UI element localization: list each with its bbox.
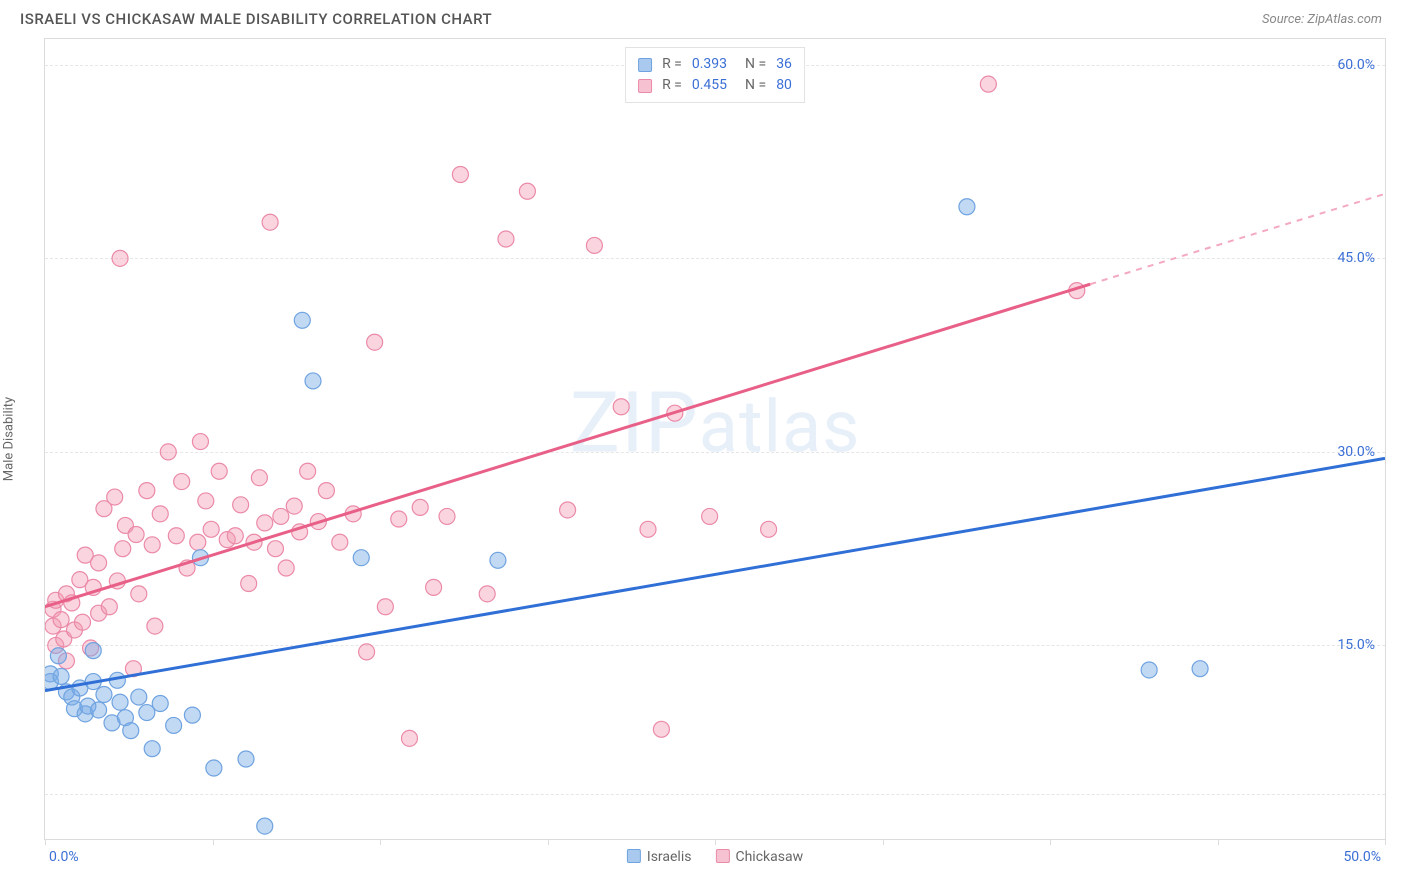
legend-item-chickasaw: Chickasaw: [715, 849, 803, 865]
chart-source: Source: ZipAtlas.com: [1262, 12, 1382, 27]
swatch-israelis: [627, 849, 641, 863]
x-axis-min-label: 0.0%: [49, 849, 79, 865]
scatter-plot: [45, 39, 1385, 839]
chart-container: Male Disability 15.0%30.0%45.0%60.0% ZIP…: [44, 38, 1386, 840]
legend-item-israelis: Israelis: [627, 849, 692, 865]
series-legend: Israelis Chickasaw: [627, 849, 803, 865]
chart-header: ISRAELI VS CHICKASAW MALE DISABILITY COR…: [0, 0, 1406, 34]
chart-title: ISRAELI VS CHICKASAW MALE DISABILITY COR…: [20, 10, 492, 28]
swatch-chickasaw: [715, 849, 729, 863]
y-axis-label: Male Disability: [2, 397, 17, 481]
swatch-chickasaw: [638, 79, 652, 93]
stats-row-chickasaw: R =0.455 N =80: [638, 75, 792, 96]
x-axis-max-label: 50.0%: [1343, 849, 1381, 865]
stats-legend: R =0.393 N =36 R =0.455 N =80: [625, 47, 805, 103]
stats-row-israelis: R =0.393 N =36: [638, 54, 792, 75]
swatch-israelis: [638, 58, 652, 72]
